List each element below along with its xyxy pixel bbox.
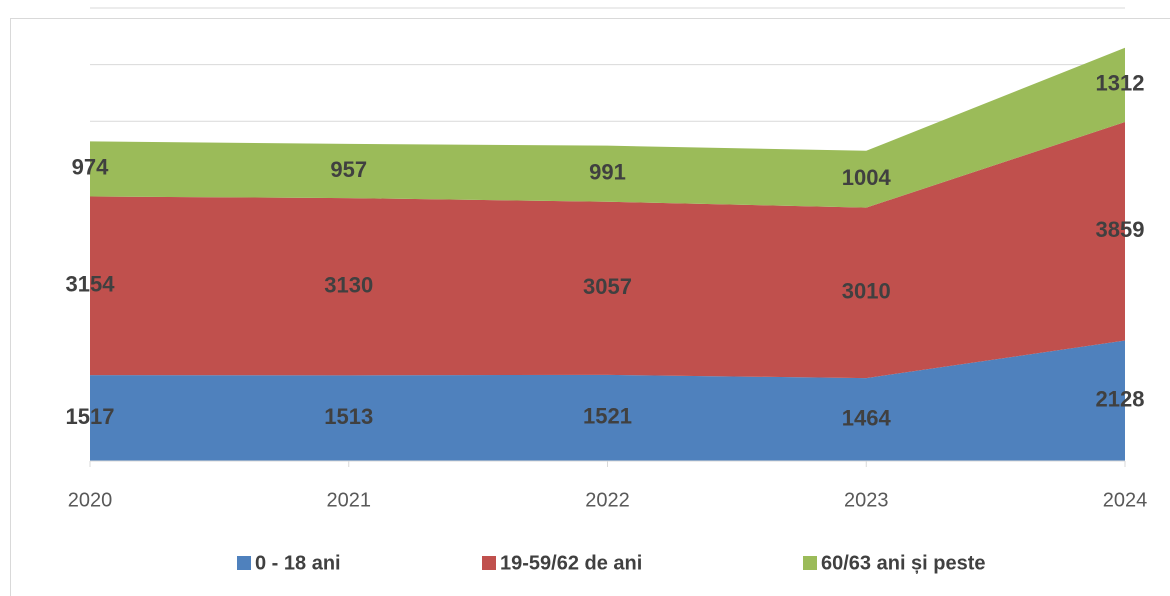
legend-swatch [482, 556, 496, 570]
area [90, 121, 1125, 379]
legend-label: 60/63 ani și peste [821, 552, 986, 574]
x-tick-label: 2022 [585, 489, 630, 511]
data-label: 3057 [583, 274, 632, 299]
area [90, 340, 1125, 461]
legend-label: 19-59/62 de ani [500, 552, 642, 574]
data-label: 1004 [842, 165, 892, 190]
data-label: 3154 [66, 272, 116, 297]
legend-label: 0 - 18 ani [255, 552, 341, 574]
data-label: 3859 [1096, 217, 1145, 242]
x-tick-label: 2024 [1103, 489, 1148, 511]
x-tick-label: 2023 [844, 489, 889, 511]
data-label: 974 [72, 155, 109, 180]
data-label: 3130 [324, 273, 373, 298]
data-label: 991 [589, 160, 626, 185]
data-label: 1312 [1096, 71, 1145, 96]
data-label: 1464 [842, 405, 892, 430]
data-label: 1517 [66, 404, 115, 429]
data-label: 1521 [583, 404, 632, 429]
data-label: 3010 [842, 279, 891, 304]
data-label: 957 [330, 157, 367, 182]
data-label: 2128 [1096, 387, 1145, 412]
area [90, 47, 1125, 208]
x-tick-label: 2020 [68, 489, 113, 511]
legend-swatch [237, 556, 251, 570]
data-label: 1513 [324, 404, 373, 429]
legend-swatch [803, 556, 817, 570]
x-tick-label: 2021 [327, 489, 372, 511]
